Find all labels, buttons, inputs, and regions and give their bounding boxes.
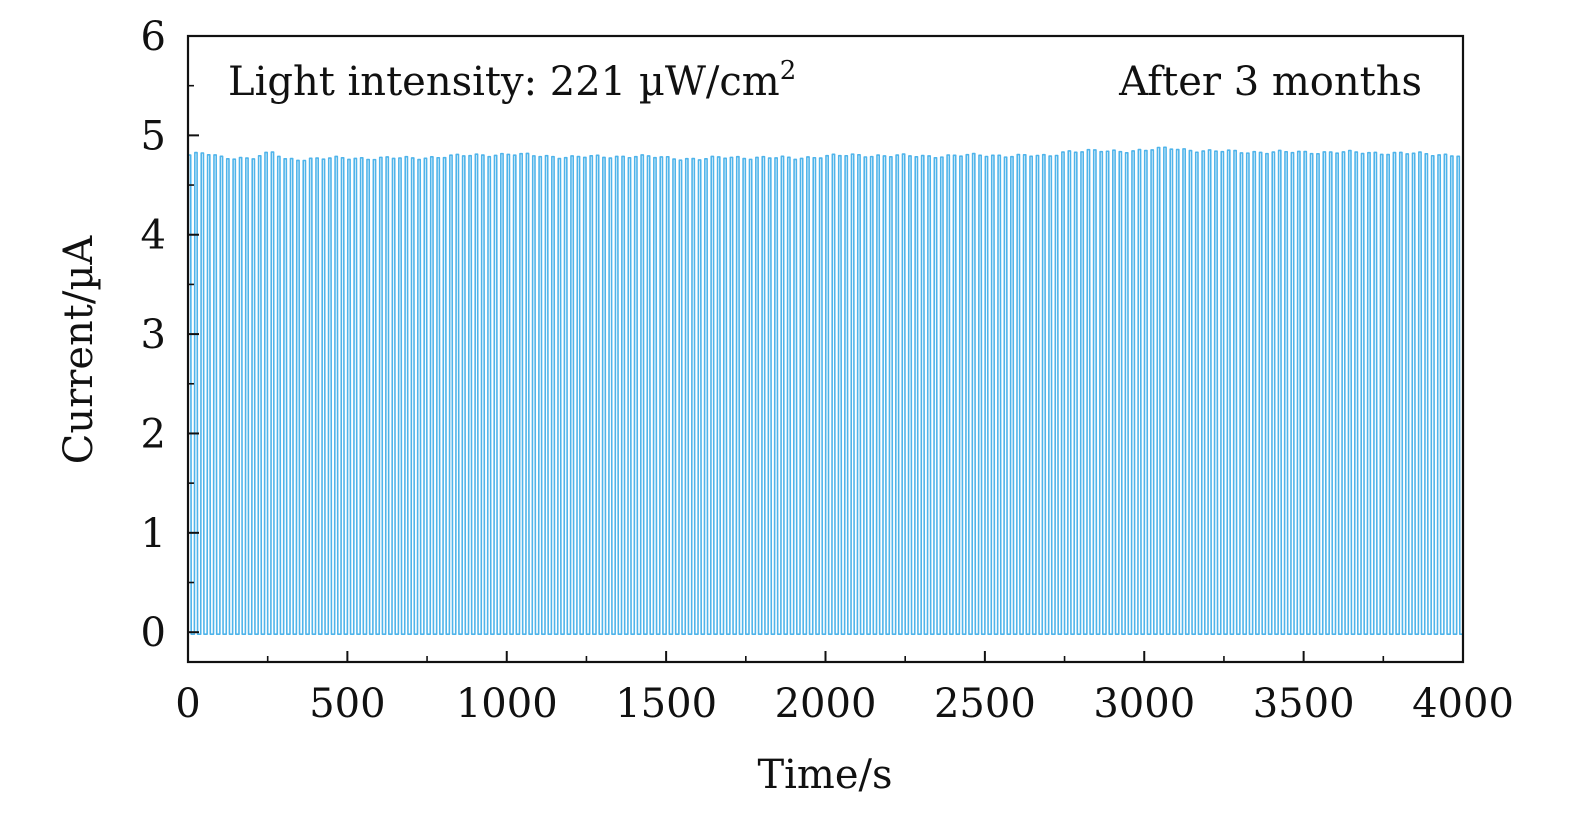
x-axis-label: Time/s — [757, 752, 892, 798]
series-layer — [187, 146, 1463, 635]
ticks-layer — [187, 35, 1464, 662]
y-tick-label: 3 — [141, 312, 166, 358]
x-tick-labels: 0 500 1000 1500 2000 2500 3000 3500 4000 — [175, 681, 1514, 727]
y-tick-label: 2 — [141, 411, 166, 457]
x-tick-label: 2000 — [775, 681, 877, 727]
annotation-intensity-superscript: 2 — [780, 56, 797, 86]
x-tick-label: 4000 — [1412, 681, 1514, 727]
y-tick-label: 0 — [141, 610, 166, 656]
annotation-age: After 3 months — [1118, 59, 1422, 105]
x-tick-label: 3500 — [1253, 681, 1355, 727]
y-tick-label: 6 — [141, 14, 166, 60]
x-tick-label: 1000 — [456, 681, 558, 727]
y-tick-label: 1 — [141, 511, 166, 557]
annotation-intensity-text: Light intensity: 221 µW/cm — [228, 59, 780, 105]
y-tick-label: 4 — [141, 213, 166, 259]
x-tick-label: 3000 — [1093, 681, 1195, 727]
annotation-intensity: Light intensity: 221 µW/cm2 — [228, 56, 796, 105]
x-tick-label: 2500 — [934, 681, 1036, 727]
series-line-photocurrent — [187, 146, 1463, 635]
y-tick-label: 5 — [141, 113, 166, 159]
y-axis-label: Current/µA — [56, 235, 102, 465]
y-tick-labels: 0 1 2 3 4 5 6 — [141, 14, 166, 656]
x-tick-label: 500 — [309, 681, 385, 727]
x-tick-label: 0 — [175, 681, 200, 727]
x-tick-label: 1500 — [615, 681, 717, 727]
